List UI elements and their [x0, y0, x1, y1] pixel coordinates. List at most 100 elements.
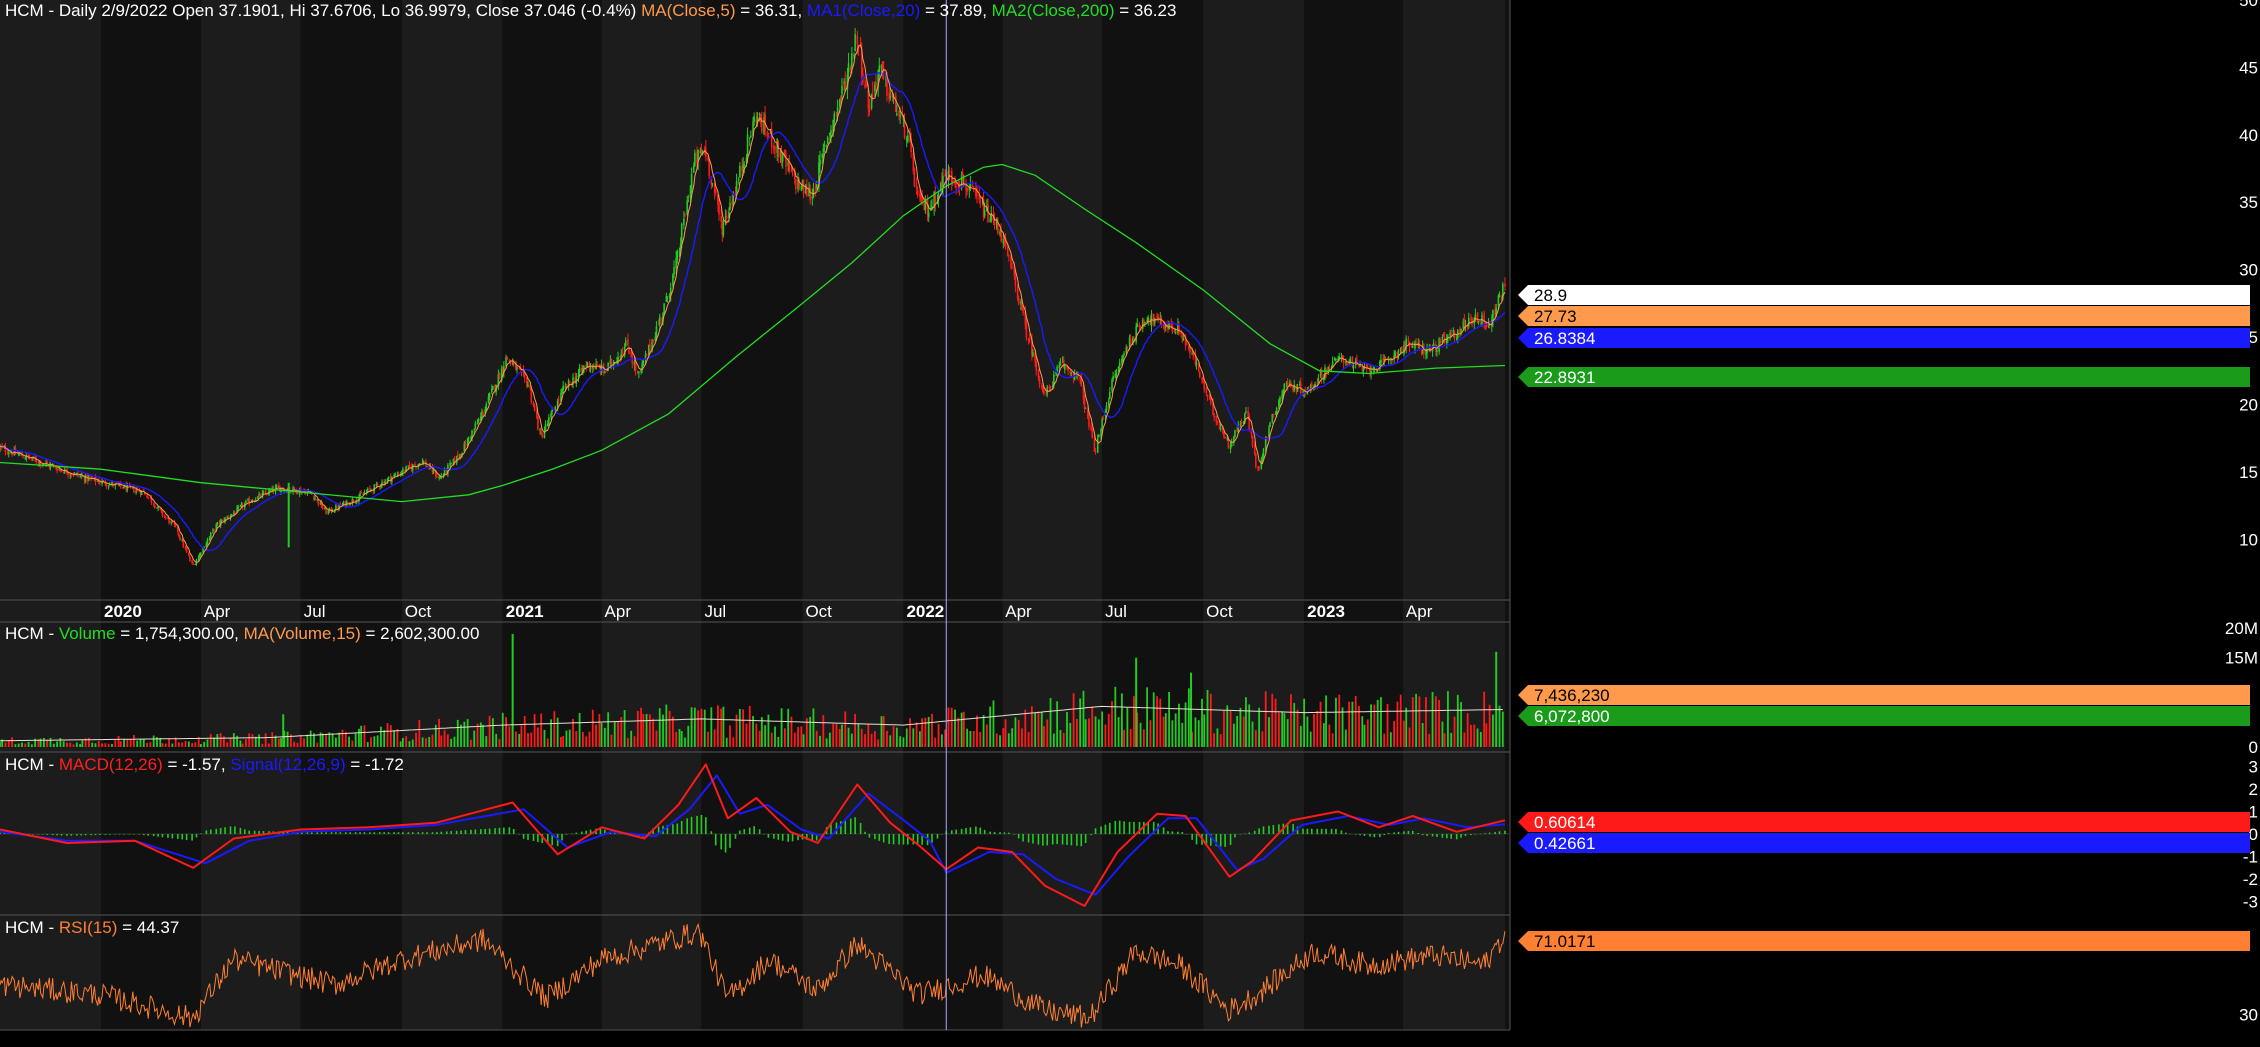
volume-bar — [1004, 719, 1007, 747]
candle-body — [296, 492, 299, 494]
candle-body — [997, 222, 999, 234]
volume-bar — [530, 732, 533, 747]
candle-body — [1102, 417, 1105, 419]
candle-body — [743, 164, 746, 166]
candle-body — [167, 517, 169, 519]
candle-body — [604, 371, 606, 373]
candle-body — [903, 120, 906, 138]
macd-histogram-bar — [1008, 832, 1010, 834]
candle-body — [157, 506, 159, 509]
volume-bar — [316, 742, 319, 747]
volume-panel[interactable] — [0, 633, 1504, 747]
candle-body — [1177, 323, 1179, 333]
candle-body — [498, 373, 501, 379]
volume-bar — [598, 714, 601, 747]
candle-body — [804, 184, 807, 194]
candle-body — [192, 563, 195, 565]
candle-body — [1502, 284, 1504, 300]
volume-bar — [223, 736, 225, 747]
candle-body — [258, 493, 260, 496]
macd-histogram-bar — [80, 834, 83, 836]
candle-body — [1481, 314, 1483, 326]
candle-body — [750, 135, 752, 138]
macd-histogram-bar — [181, 834, 184, 840]
macd-histogram-bar — [585, 830, 587, 834]
candle-body — [843, 81, 845, 84]
rsi-panel[interactable] — [0, 922, 1506, 1028]
candle-body — [582, 368, 584, 372]
volume-bar — [902, 737, 905, 747]
candle-body — [968, 188, 971, 191]
volume-bar — [934, 737, 937, 747]
candle-body — [1462, 321, 1465, 329]
candle-body — [755, 118, 758, 123]
candle-body — [22, 457, 24, 459]
volume-bar — [889, 735, 892, 747]
candle-body — [1147, 318, 1150, 321]
volume-bar — [760, 717, 763, 747]
candle-body — [1032, 352, 1034, 357]
candle-body — [1239, 423, 1242, 425]
candle-body — [1260, 460, 1263, 469]
candle-body — [564, 385, 567, 388]
candle-body — [1188, 345, 1190, 350]
volume-bar — [770, 732, 773, 747]
candle-body — [1194, 354, 1197, 365]
candle-body — [1133, 338, 1135, 340]
volume-bar — [603, 727, 606, 747]
volume-bar — [665, 704, 668, 747]
candle-body — [99, 482, 101, 484]
candle-body — [422, 461, 425, 463]
candle-body — [658, 316, 661, 325]
volume-y-tick: 15M — [2225, 649, 2258, 668]
macd-histogram-bar — [56, 834, 58, 836]
candle-body — [537, 416, 539, 430]
candle-body — [686, 200, 688, 215]
macd-histogram-bar — [1268, 825, 1270, 834]
macd-histogram-bar — [1177, 831, 1179, 834]
candle-body — [160, 508, 163, 511]
macd-histogram-bar — [253, 830, 256, 834]
macd-histogram-bar — [484, 828, 487, 834]
candle-body — [366, 488, 369, 493]
macd-histogram-bar — [1181, 832, 1184, 834]
macd-histogram-bar — [1224, 834, 1226, 847]
candle-body — [299, 489, 302, 494]
macd-histogram-bar — [993, 831, 996, 834]
candle-body — [919, 194, 921, 197]
candle-body — [1146, 320, 1148, 323]
price-panel[interactable] — [0, 27, 1506, 566]
candle-body — [1401, 346, 1403, 354]
candle-body — [191, 560, 193, 564]
candle-body — [470, 437, 472, 439]
volume-bar — [1251, 721, 1254, 747]
macd-panel[interactable] — [0, 763, 1510, 907]
candle-body — [905, 138, 908, 141]
candle-body — [1073, 374, 1076, 380]
candle-body — [649, 344, 651, 350]
volume-bar — [1403, 720, 1405, 747]
candle-body — [1279, 397, 1281, 402]
volume-bar — [873, 731, 876, 747]
macd-histogram-bar — [864, 831, 866, 834]
quarter-band — [502, 0, 602, 1030]
candle-body — [1091, 429, 1094, 438]
x-tick-label: Jul — [304, 602, 326, 621]
volume-bar — [947, 707, 950, 747]
candle-body — [1471, 318, 1473, 324]
candle-body — [989, 219, 991, 222]
volume-bar — [309, 730, 312, 747]
volume-bar — [213, 737, 215, 747]
candle-body — [219, 520, 222, 526]
macd-histogram-bar — [1379, 834, 1381, 838]
candle-body — [1327, 366, 1330, 373]
candle-body — [672, 274, 674, 286]
candle-body — [881, 61, 884, 71]
volume-ma-badge-shape — [1518, 706, 2250, 726]
candle-body — [1038, 379, 1041, 385]
candle-body — [341, 504, 344, 506]
candle-body — [665, 296, 668, 302]
candle-body — [652, 340, 654, 343]
candle-body — [763, 117, 765, 134]
